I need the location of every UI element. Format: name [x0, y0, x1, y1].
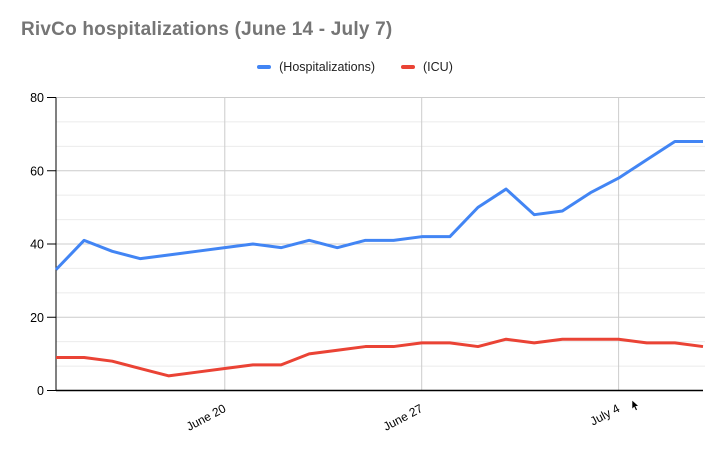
chart-title: RivCo hospitalizations (June 14 - July 7… — [21, 19, 393, 40]
x-axis-label: June 20 — [184, 401, 229, 434]
legend: (Hospitalizations) (ICU) — [0, 58, 710, 76]
y-axis-label: 40 — [30, 238, 44, 252]
icu-legend-label: (ICU) — [423, 60, 453, 74]
x-axis-label: June 27 — [381, 401, 426, 434]
hospitalizations-series-swatch — [257, 65, 272, 69]
y-axis-label: 20 — [30, 311, 44, 325]
icu-line — [56, 337, 704, 378]
legend-item-hospitalizations: (Hospitalizations) — [257, 60, 375, 74]
mouse-cursor-icon — [631, 399, 640, 412]
x-axis-label: July 4 — [588, 401, 623, 428]
y-axis-label: 80 — [30, 91, 44, 105]
hospitalizations-legend-label: (Hospitalizations) — [279, 60, 375, 74]
hospitalizations-line — [54, 139, 703, 271]
y-axis-label: 60 — [30, 164, 44, 178]
y-axis-label: 0 — [37, 384, 44, 398]
icu-series-swatch — [401, 65, 415, 69]
legend-item-icu: (ICU) — [401, 60, 453, 74]
